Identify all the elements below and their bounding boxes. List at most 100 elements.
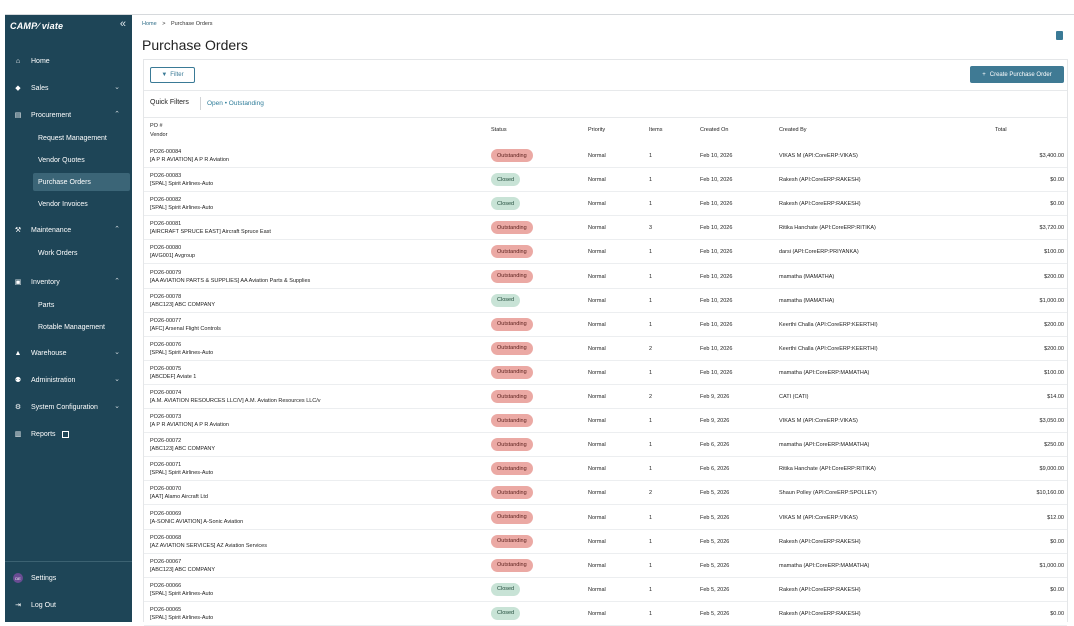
nav-system-configuration[interactable]: ⚙ System Configuration ⌄ xyxy=(5,397,132,417)
po-number-cell[interactable]: PO26-00073 [A P R AVIATION] A P R Aviatio… xyxy=(150,413,229,429)
sidebar-item-parts[interactable]: Parts xyxy=(38,301,55,309)
nav-sales[interactable]: ◆ Sales ⌄ xyxy=(5,78,132,98)
chevron-up-icon: ⌃ xyxy=(114,226,120,233)
po-number-cell[interactable]: PO26-00079 [AA AVIATION PARTS & SUPPLIES]… xyxy=(150,269,310,285)
po-number-cell[interactable]: PO26-00080 [AVG001] Avgroup xyxy=(150,244,195,260)
column-header-po[interactable]: PO # xyxy=(150,123,163,129)
sidebar-item-request-management[interactable]: Request Management xyxy=(38,134,107,142)
table-row[interactable]: PO26-00075 [ABCDEF] Aviate 1 Outstanding No… xyxy=(144,361,1067,385)
clipboard-icon[interactable] xyxy=(1056,31,1063,40)
column-header-items[interactable]: Items xyxy=(649,127,663,133)
nav-inventory[interactable]: ▣ Inventory ⌃ xyxy=(5,272,132,292)
table-row[interactable]: PO26-00073 [A P R AVIATION] A P R Aviatio… xyxy=(144,409,1067,434)
po-number[interactable]: PO26-00074 xyxy=(150,390,182,396)
po-number[interactable]: PO26-00076 xyxy=(150,341,182,348)
po-number[interactable]: PO26-00073 xyxy=(150,414,182,421)
column-header-created-on[interactable]: Created On xyxy=(700,127,729,133)
po-number[interactable]: PO26-00072 xyxy=(150,438,182,445)
column-header-created-by[interactable]: Created By xyxy=(779,127,807,133)
po-number[interactable]: PO26-00068 xyxy=(150,534,182,541)
po-number[interactable]: PO26-00070 xyxy=(150,486,182,493)
create-purchase-order-button[interactable]: + Create Purchase Order xyxy=(970,66,1064,83)
table-row[interactable]: PO26-00082 [SPAL] Spirit Airlines-Auto Clo… xyxy=(144,192,1067,217)
po-number-cell[interactable]: PO26-00072 [ABC123] ABC COMPANY xyxy=(150,437,215,453)
sidebar-divider xyxy=(5,561,132,562)
column-header-total[interactable]: Total xyxy=(995,127,1007,133)
created-on-cell: Feb 10, 2026 xyxy=(700,153,733,159)
po-number-cell[interactable]: PO26-00067 [ABC123] ABC COMPANY xyxy=(150,558,215,574)
po-number[interactable]: PO26-00079 xyxy=(150,269,182,276)
po-number-cell[interactable]: PO26-00066 [SPAL] Spirit Airlines-Auto xyxy=(150,582,213,598)
filter-button[interactable]: ▼ Filter xyxy=(150,67,195,83)
po-number[interactable]: PO26-00080 xyxy=(150,245,182,252)
po-number-cell[interactable]: PO26-00075 [ABCDEF] Aviate 1 xyxy=(150,365,196,381)
po-number[interactable]: PO26-00067 xyxy=(150,558,182,565)
nav-maintenance[interactable]: ⚒ Maintenance ⌃ xyxy=(5,220,132,240)
table-row[interactable]: PO26-00065 [SPAL] Spirit Airlines-Auto Clo… xyxy=(144,602,1067,626)
table-row[interactable]: PO26-00079 [AA AVIATION PARTS & SUPPLIES]… xyxy=(144,265,1067,289)
table-row[interactable]: PO26-00074 [A.M. AVIATION RESOURCES LLC/V… xyxy=(144,385,1067,409)
table-row[interactable]: PO26-00081 [AIRCRAFT SPRUCE EAST] Aircraf… xyxy=(144,216,1067,241)
collapse-sidebar-icon[interactable]: « xyxy=(119,18,126,30)
created-on-cell: Feb 10, 2026 xyxy=(700,369,733,376)
po-number[interactable]: PO26-00066 xyxy=(150,582,182,589)
po-number-cell[interactable]: PO26-00065 [SPAL] Spirit Airlines-Auto xyxy=(150,606,213,622)
priority-cell: Normal xyxy=(588,610,606,617)
po-number-cell[interactable]: PO26-00083 [SPAL] Spirit Airlines-Auto xyxy=(150,172,213,188)
po-number[interactable]: PO26-00065 xyxy=(150,606,182,613)
quick-filter-open-outstanding[interactable]: Open • Outstanding xyxy=(207,100,264,107)
po-number[interactable]: PO26-00082 xyxy=(150,197,182,204)
nav-procurement[interactable]: ▤ Procurement ⌃ xyxy=(5,105,132,125)
sidebar-item-work-orders[interactable]: Work Orders xyxy=(38,249,78,257)
nav-logout[interactable]: ⇥ Log Out xyxy=(5,595,132,615)
po-number-cell[interactable]: PO26-00076 [SPAL] Spirit Airlines-Auto xyxy=(150,341,213,357)
po-number-cell[interactable]: PO26-00071 [SPAL] Spirit Airlines-Auto xyxy=(150,461,213,477)
po-number[interactable]: PO26-00077 xyxy=(150,317,182,324)
sidebar-item-vendor-invoices[interactable]: Vendor Invoices xyxy=(38,200,88,208)
po-number[interactable]: PO26-00084 xyxy=(150,149,182,155)
table-row[interactable]: PO26-00066 [SPAL] Spirit Airlines-Auto Clo… xyxy=(144,578,1067,602)
table-row[interactable]: PO26-00068 [AZ AVIATION SERVICES] AZ Avia… xyxy=(144,530,1067,554)
table-row[interactable]: PO26-00071 [SPAL] Spirit Airlines-Auto Out… xyxy=(144,457,1067,482)
table-row[interactable]: PO26-00084 [A P R AVIATION] A P R Aviatio… xyxy=(144,144,1067,168)
breadcrumb-home[interactable]: Home xyxy=(142,21,157,27)
sidebar-item-purchase-orders[interactable]: Purchase Orders xyxy=(33,173,130,191)
po-number-cell[interactable]: PO26-00068 [AZ AVIATION SERVICES] AZ Avia… xyxy=(150,534,267,550)
po-number[interactable]: PO26-00081 xyxy=(150,221,182,228)
po-number-cell[interactable]: PO26-00077 [AFC] Arsenal Flight Controls xyxy=(150,317,221,333)
po-number-cell[interactable]: PO26-00078 [ABC123] ABC COMPANY xyxy=(150,293,215,309)
nav-settings[interactable]: DE Settings xyxy=(5,568,132,588)
po-number-cell[interactable]: PO26-00084 [A P R AVIATION] A P R Aviatio… xyxy=(150,148,229,164)
po-number-cell[interactable]: PO26-00070 [AAT] Alamo Aircraft Ltd xyxy=(150,485,208,501)
column-header-status[interactable]: Status xyxy=(491,127,507,133)
po-number[interactable]: PO26-00083 xyxy=(150,173,182,180)
table-row[interactable]: PO26-00069 [A-SONIC AVIATION] A-Sonic Avi… xyxy=(144,506,1067,530)
po-number-cell[interactable]: PO26-00081 [AIRCRAFT SPRUCE EAST] Aircraf… xyxy=(150,220,271,236)
po-number[interactable]: PO26-00071 xyxy=(150,462,182,469)
sidebar-item-rotable-management[interactable]: Rotable Management xyxy=(38,323,105,331)
status-badge: Outstanding xyxy=(491,510,533,524)
po-number-cell[interactable]: PO26-00074 [A.M. AVIATION RESOURCES LLC/V… xyxy=(150,389,321,405)
po-number[interactable]: PO26-00078 xyxy=(150,293,182,300)
po-number[interactable]: PO26-00075 xyxy=(150,365,182,372)
po-number-cell[interactable]: PO26-00082 [SPAL] Spirit Airlines-Auto xyxy=(150,196,213,212)
table-row[interactable]: PO26-00083 [SPAL] Spirit Airlines-Auto Clo… xyxy=(144,168,1067,193)
priority-cell: Normal xyxy=(588,418,606,425)
column-header-priority[interactable]: Priority xyxy=(588,127,606,133)
table-row[interactable]: PO26-00078 [ABC123] ABC COMPANY Closed Norm… xyxy=(144,289,1067,313)
sidebar-item-vendor-quotes[interactable]: Vendor Quotes xyxy=(38,156,85,164)
nav-warehouse[interactable]: ▲ Warehouse ⌄ xyxy=(5,343,132,363)
po-number-cell[interactable]: PO26-00069 [A-SONIC AVIATION] A-Sonic Avi… xyxy=(150,510,243,526)
column-header-vendor[interactable]: Vendor xyxy=(150,132,168,138)
table-row[interactable]: PO26-00077 [AFC] Arsenal Flight Controls O… xyxy=(144,313,1067,337)
po-number[interactable]: PO26-00069 xyxy=(150,510,182,517)
table-row[interactable]: PO26-00070 [AAT] Alamo Aircraft Ltd Outsta… xyxy=(144,481,1067,506)
table-row[interactable]: PO26-00076 [SPAL] Spirit Airlines-Auto Out… xyxy=(144,337,1067,361)
nav-reports[interactable]: ▥ Reports xyxy=(5,424,132,444)
nav-home[interactable]: ⌂ Home xyxy=(5,51,132,71)
table-row[interactable]: PO26-00067 [ABC123] ABC COMPANY Outstandin… xyxy=(144,554,1067,578)
status-badge: Outstanding xyxy=(491,245,533,259)
nav-administration[interactable]: ⚉ Administration ⌄ xyxy=(5,370,132,390)
table-row[interactable]: PO26-00072 [ABC123] ABC COMPANY Outstandin… xyxy=(144,433,1067,458)
table-row[interactable]: PO26-00080 [AVG001] Avgroup Outstanding Nor… xyxy=(144,240,1067,265)
